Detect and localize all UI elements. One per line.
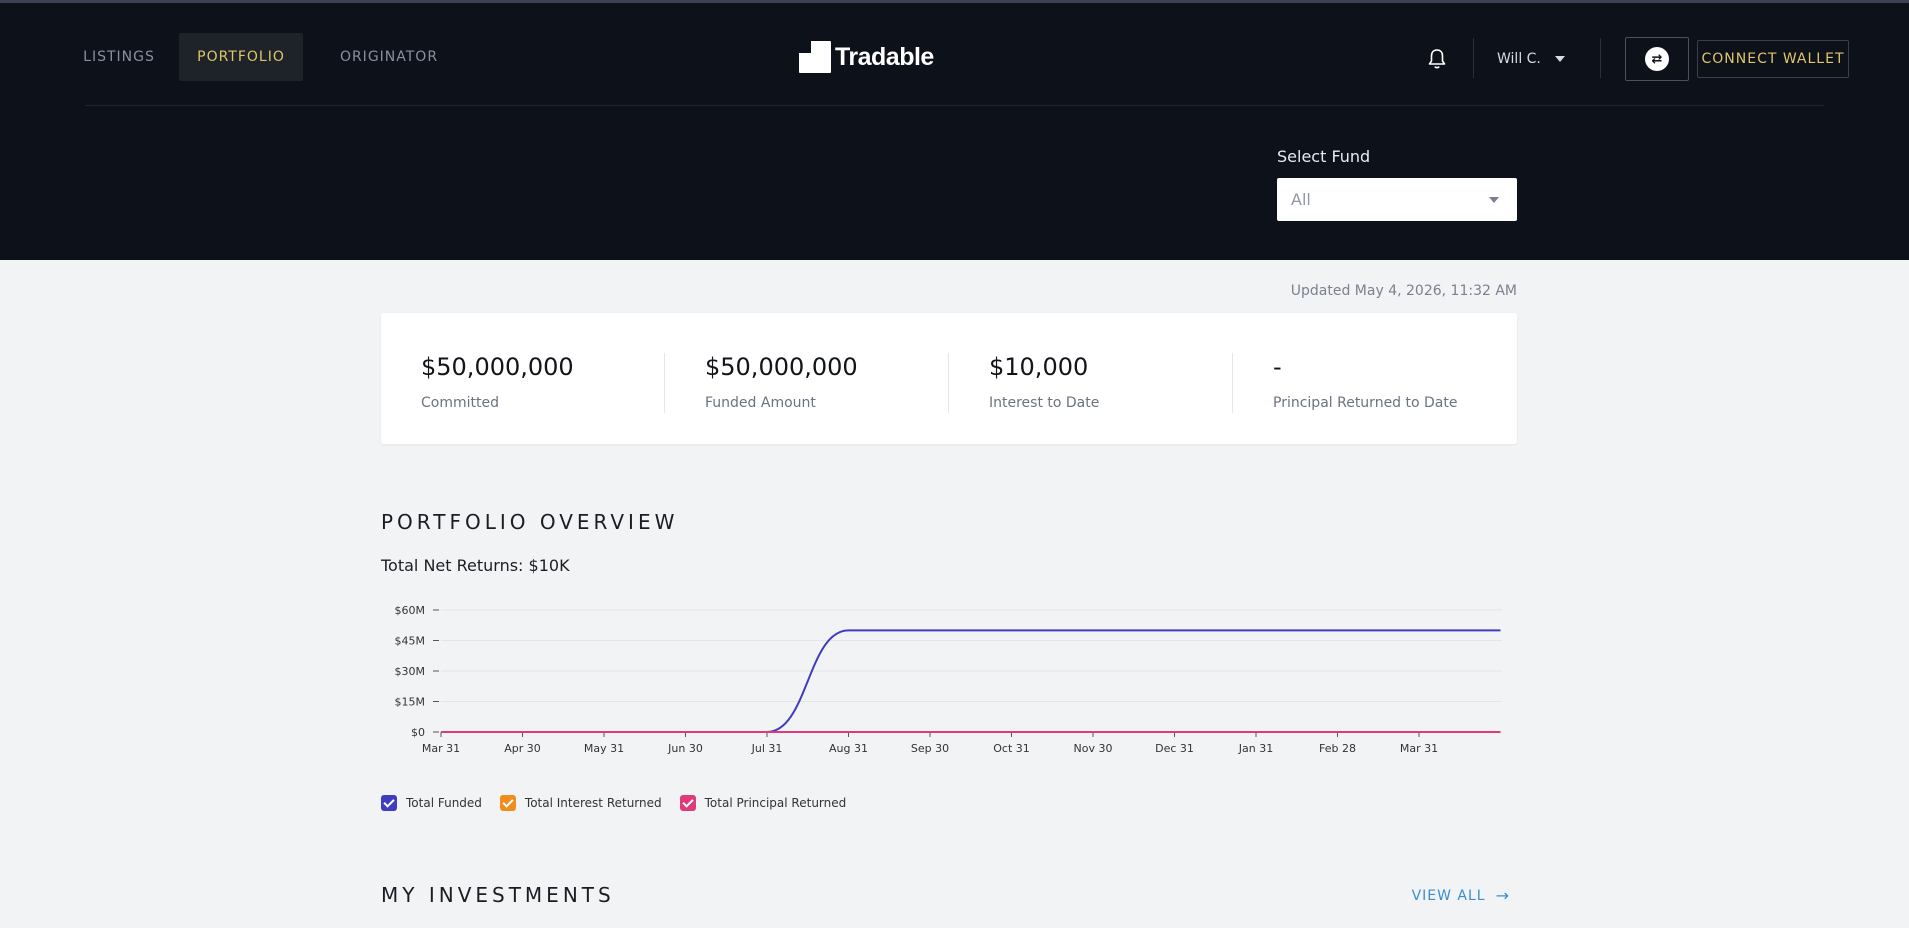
legend-total-funded[interactable]: Total Funded bbox=[381, 795, 482, 811]
user-menu[interactable]: Will C. bbox=[1497, 48, 1565, 70]
logo-icon bbox=[799, 41, 831, 73]
view-all-link[interactable]: VIEW ALL → bbox=[1412, 886, 1510, 905]
divider bbox=[1473, 38, 1474, 78]
fund-select[interactable]: All bbox=[1277, 178, 1517, 221]
x-tick-label: May 31 bbox=[584, 742, 624, 755]
top-nav: LISTINGS PORTFOLIO ORIGINATOR Tradable W… bbox=[0, 6, 1909, 105]
checkbox-icon[interactable] bbox=[679, 795, 696, 811]
portfolio-chart: $0 $15M $30M $45M $60M Mar 31 Apr 30 May 31 Jun … bbox=[381, 595, 1521, 765]
user-name: Will C. bbox=[1497, 51, 1541, 67]
stats-card: $50,000,000 Committed $50,000,000 Funded… bbox=[381, 313, 1517, 444]
arrow-right-icon: → bbox=[1495, 886, 1510, 905]
x-tick-label: Mar 31 bbox=[1400, 742, 1438, 755]
y-tick-label: $60M bbox=[395, 604, 426, 617]
header: LISTINGS PORTFOLIO ORIGINATOR Tradable W… bbox=[0, 0, 1909, 260]
connect-wallet-button[interactable]: CONNECT WALLET bbox=[1697, 40, 1849, 78]
legend-label: Total Funded bbox=[406, 796, 482, 810]
x-tick-label: Oct 31 bbox=[993, 742, 1030, 755]
divider bbox=[1600, 38, 1601, 78]
x-tick-label: Feb 28 bbox=[1319, 742, 1356, 755]
stat-value: $10,000 bbox=[989, 353, 1089, 381]
x-tick-label: Jul 31 bbox=[751, 742, 783, 755]
stat-funded-amount: $50,000,000 Funded Amount bbox=[665, 313, 949, 444]
fund-select-value: All bbox=[1291, 190, 1311, 209]
x-tick-label: Mar 31 bbox=[422, 742, 460, 755]
checkbox-icon[interactable] bbox=[499, 795, 516, 811]
x-tick-label: Sep 30 bbox=[911, 742, 949, 755]
divider bbox=[948, 353, 949, 413]
view-all-label: VIEW ALL bbox=[1411, 887, 1486, 904]
legend-total-interest-returned[interactable]: Total Interest Returned bbox=[499, 795, 662, 811]
stat-label: Interest to Date bbox=[989, 395, 1100, 411]
stat-interest-to-date: $10,000 Interest to Date bbox=[949, 313, 1233, 444]
stat-committed: $50,000,000 Committed bbox=[381, 313, 665, 444]
total-net-returns: Total Net Returns: $10K bbox=[381, 556, 570, 575]
select-fund-label: Select Fund bbox=[1277, 147, 1371, 166]
divider bbox=[1232, 353, 1233, 413]
divider bbox=[85, 105, 1824, 106]
chevron-down-icon bbox=[1554, 56, 1565, 62]
series-line bbox=[441, 629, 1501, 733]
legend-label: Total Principal Returned bbox=[704, 796, 847, 810]
y-tick-label: $30M bbox=[395, 665, 426, 678]
divider bbox=[664, 353, 665, 413]
x-tick-label: Aug 31 bbox=[829, 742, 868, 755]
tab-listings[interactable]: LISTINGS bbox=[83, 49, 155, 65]
chevron-down-icon bbox=[1489, 197, 1499, 203]
x-tick-label: Jan 31 bbox=[1238, 742, 1273, 755]
stat-label: Funded Amount bbox=[705, 395, 816, 411]
portfolio-overview-title: PORTFOLIO OVERVIEW bbox=[381, 510, 679, 534]
swap-button[interactable]: ⇄ bbox=[1625, 37, 1689, 81]
legend-total-principal-returned[interactable]: Total Principal Returned bbox=[679, 795, 847, 811]
stat-principal-returned: - Principal Returned to Date bbox=[1233, 313, 1517, 444]
stat-value: - bbox=[1273, 353, 1282, 381]
logo[interactable]: Tradable bbox=[799, 40, 934, 74]
x-tick-label: Jun 30 bbox=[667, 742, 703, 755]
logo-text: Tradable bbox=[835, 42, 934, 71]
x-tick-label: Dec 31 bbox=[1155, 742, 1194, 755]
stat-label: Principal Returned to Date bbox=[1273, 395, 1458, 411]
legend-label: Total Interest Returned bbox=[524, 796, 662, 810]
chart-legend: Total Funded Total Interest Returned Tot… bbox=[381, 793, 846, 813]
tab-originator[interactable]: ORIGINATOR bbox=[339, 49, 439, 65]
stat-value: $50,000,000 bbox=[421, 353, 574, 381]
stat-label: Committed bbox=[421, 395, 499, 411]
tab-portfolio[interactable]: PORTFOLIO bbox=[179, 33, 303, 81]
stat-value: $50,000,000 bbox=[705, 353, 858, 381]
swap-arrows-icon: ⇄ bbox=[1645, 47, 1669, 71]
y-tick-label: $45M bbox=[395, 635, 426, 648]
checkbox-icon[interactable] bbox=[381, 795, 397, 811]
x-tick-label: Apr 30 bbox=[504, 742, 541, 755]
chart-svg: $0 $15M $30M $45M $60M Mar 31 Apr 30 May 31 Jun … bbox=[395, 604, 1502, 755]
my-investments-title: MY INVESTMENTS bbox=[381, 883, 615, 907]
updated-timestamp: Updated May 4, 2026, 11:32 AM bbox=[1290, 283, 1517, 299]
bell-icon[interactable] bbox=[1427, 48, 1447, 70]
y-tick-label: $0 bbox=[411, 726, 425, 739]
x-tick-label: Nov 30 bbox=[1074, 742, 1113, 755]
y-tick-label: $15M bbox=[395, 696, 426, 709]
